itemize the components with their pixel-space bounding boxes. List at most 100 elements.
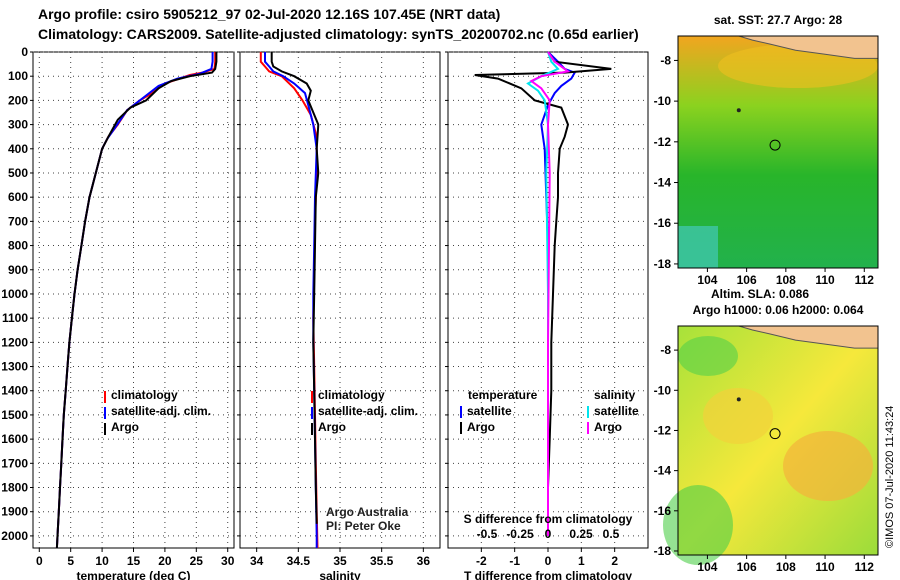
y-tick-label: 900 <box>8 263 28 277</box>
legend-label: Argo <box>467 420 495 434</box>
x-tick-label: 36 <box>417 554 431 568</box>
x-tick-label: 0 <box>36 554 43 568</box>
secondary-x-tick-label: -0.25 <box>506 527 534 541</box>
y-tick-label: 300 <box>8 118 28 132</box>
x-tick-label: 112 <box>855 560 875 574</box>
secondary-x-tick-label: 0.5 <box>603 527 620 541</box>
legend-label: climatology <box>111 388 178 402</box>
y-tick-label: -18 <box>654 257 672 271</box>
profile-panel-salinity: 34 34.5 35 35.5 36 salinity climatology satelli… <box>237 51 441 580</box>
x-axis-label: temperature (deg C) <box>76 569 190 580</box>
x-tick-label: 104 <box>697 273 717 287</box>
legend-label: satellite <box>467 404 512 418</box>
low-sla-patch <box>663 485 733 565</box>
high-sla-patch <box>783 431 873 501</box>
y-tick-label: 1400 <box>1 384 28 398</box>
map2-subtitle: Argo h1000: 0.06 h2000: 0.064 <box>693 303 864 317</box>
series-line <box>526 51 560 536</box>
x-tick-label: 108 <box>776 273 796 287</box>
profile-panel-temperature: 0 5 10 15 20 25 300100200300400500600700800900… <box>1 45 234 580</box>
series-line <box>270 52 320 524</box>
legend-title-salinity: salinity <box>594 388 636 402</box>
y-tick-label: -18 <box>654 544 672 558</box>
legend-label: satellite-adj. clim. <box>318 404 418 418</box>
x-tick-label: 20 <box>158 554 172 568</box>
x-tick-label: -2 <box>476 554 487 568</box>
x-tick-label: 112 <box>855 273 875 287</box>
y-tick-label: 2000 <box>1 529 28 543</box>
figure-title-line-1: Argo profile: csiro 5905212_97 02-Jul-20… <box>38 6 501 22</box>
y-tick-label: -8 <box>660 53 671 67</box>
y-tick-label: -12 <box>654 135 672 149</box>
secondary-x-axis-label: S difference from climatology <box>464 512 633 526</box>
map-frame <box>677 325 879 556</box>
secondary-x-tick-label: 0 <box>545 527 552 541</box>
y-tick-label: 1300 <box>1 360 28 374</box>
map-sst_map: 104 106 108 110 112 -8 -10 -12 -14 -16 -18 <box>654 35 879 287</box>
map-sla_map: 104 106 108 110 112 -8 -10 -12 -14 -16 -18 <box>654 325 879 574</box>
y-tick-label: -14 <box>654 176 672 190</box>
y-tick-label: 400 <box>8 142 28 156</box>
legend-label: Argo <box>318 420 346 434</box>
argo-credit-pi: PI: Peter Oke <box>326 519 401 533</box>
x-tick-label: 110 <box>815 273 835 287</box>
y-tick-label: 1200 <box>1 335 28 349</box>
x-axis-label: T difference from climatology <box>464 569 632 580</box>
x-tick-label: 108 <box>776 560 796 574</box>
plot-frame <box>239 51 441 549</box>
island-marker <box>736 108 741 113</box>
profile-panel-difference: -2 -1 0 1 2T difference from climatology temp… <box>445 51 649 580</box>
legend-label: Argo <box>594 420 622 434</box>
y-tick-label: 800 <box>8 239 28 253</box>
y-tick-label: 600 <box>8 190 28 204</box>
y-tick-label: -14 <box>654 464 672 478</box>
y-tick-label: 1900 <box>1 505 28 519</box>
plot-frame <box>32 51 235 549</box>
x-tick-label: 34 <box>250 554 264 568</box>
argo-position-marker <box>769 428 781 440</box>
x-tick-label: 30 <box>221 554 235 568</box>
y-tick-label: 1000 <box>1 287 28 301</box>
series-line <box>55 52 218 549</box>
x-tick-label: 15 <box>127 554 141 568</box>
y-tick-label: 100 <box>8 69 28 83</box>
x-tick-label: 35 <box>333 554 347 568</box>
x-tick-label: 110 <box>815 560 835 574</box>
secondary-x-tick-label: -0.5 <box>477 527 498 541</box>
x-tick-label: 104 <box>697 560 717 574</box>
x-tick-label: 25 <box>190 554 204 568</box>
x-tick-label: 2 <box>611 554 618 568</box>
figure-title-line-2: Climatology: CARS2009. Satellite-adjuste… <box>38 26 639 42</box>
legend-label: Argo <box>111 420 139 434</box>
x-tick-label: 106 <box>737 560 757 574</box>
legend-title-temperature: temperature <box>468 388 538 402</box>
y-tick-label: -16 <box>654 504 672 518</box>
y-tick-label: 700 <box>8 214 28 228</box>
y-tick-label: -8 <box>660 343 671 357</box>
side-stamp: ©IMOS 07-Jul-2020 11:43:24 <box>884 406 896 548</box>
high-sla-patch <box>703 388 773 444</box>
y-tick-label: 500 <box>8 166 28 180</box>
low-sla-patch <box>678 336 738 376</box>
cool-water-patch <box>678 226 718 268</box>
map-frame <box>677 35 879 269</box>
x-tick-label: 10 <box>95 554 109 568</box>
y-tick-label: 1700 <box>1 456 28 470</box>
secondary-x-tick-label: 0.25 <box>569 527 593 541</box>
x-tick-label: 1 <box>578 554 585 568</box>
series-line <box>529 51 571 536</box>
x-axis-label: salinity <box>319 569 361 580</box>
legend-label: satellite-adj. clim. <box>111 404 211 418</box>
y-tick-label: -16 <box>654 216 672 230</box>
y-tick-label: 0 <box>21 45 28 59</box>
y-tick-label: 200 <box>8 93 28 107</box>
x-tick-label: 106 <box>737 273 757 287</box>
y-tick-label: -10 <box>654 383 672 397</box>
map2-title: Altim. SLA: 0.086 <box>711 287 809 301</box>
x-tick-label: 0 <box>545 554 552 568</box>
y-tick-label: 1500 <box>1 408 28 422</box>
argo-credit: Argo Australia <box>326 505 409 519</box>
argo-position-marker <box>769 139 781 151</box>
map1-title: sat. SST: 27.7 Argo: 28 <box>714 13 843 27</box>
